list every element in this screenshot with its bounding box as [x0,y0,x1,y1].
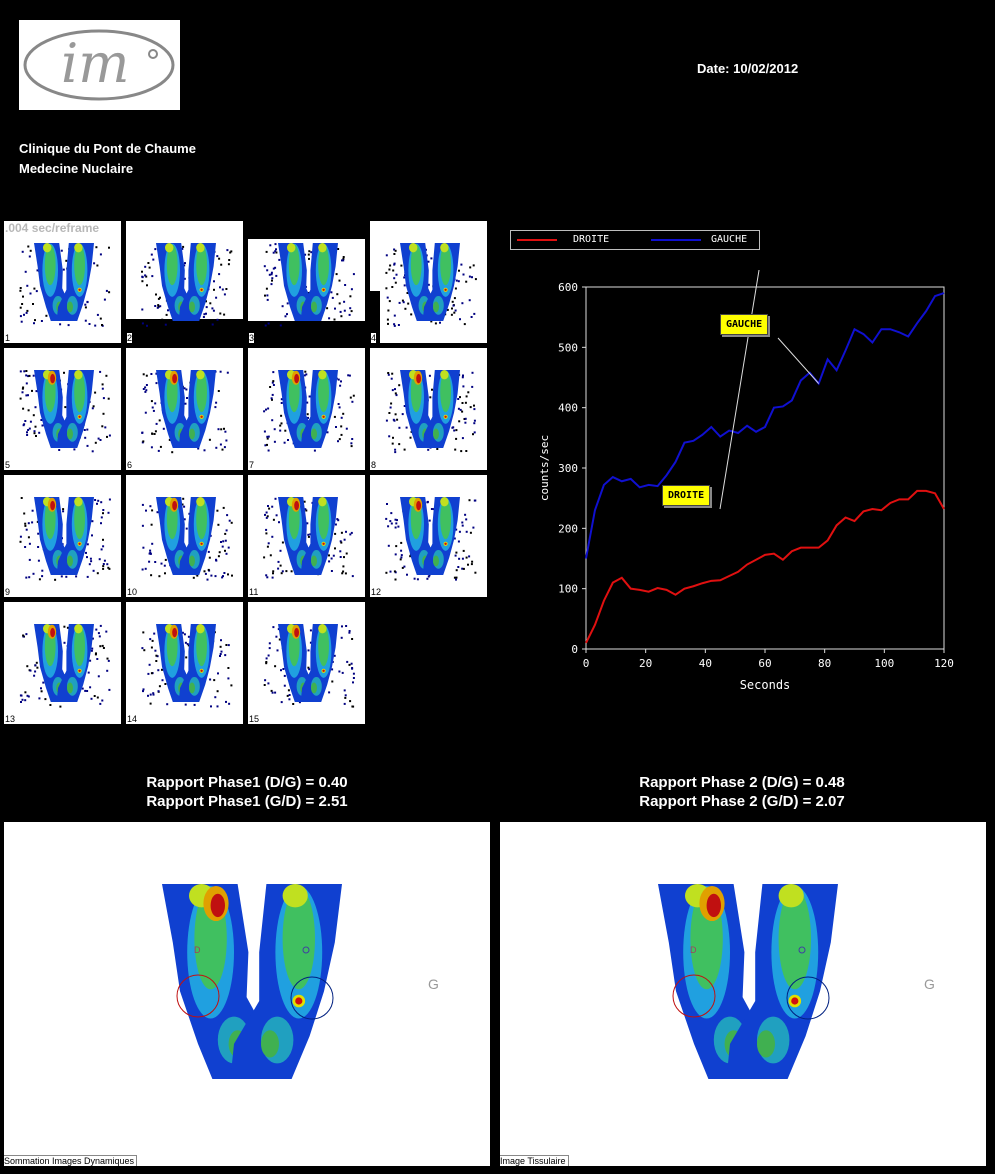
tissue-scintigraphy-image: D [658,884,838,1079]
phase1-gd-ratio: Rapport Phase1 (G/D) = 2.51 [146,793,348,810]
phase2-gd-ratio: Rapport Phase 2 (G/D) = 2.07 [639,793,845,810]
frame-number: 12 [371,587,382,597]
y-tick-label: 0 [571,643,578,656]
clinic-name: Clinique du Pont de Chaume [19,141,196,156]
reframe-rate-label: .004 sec/reframe [5,221,100,235]
dynamic-frame-7: 7 [248,348,365,470]
legend-droite-label: DROITE [573,234,610,245]
x-axis-label: Seconds [740,678,791,692]
frame-number: 7 [249,460,255,470]
y-tick-label: 300 [558,462,578,475]
y-axis-label: counts/sec [538,435,551,501]
dynamic-frame-1: 1 [4,221,121,343]
x-tick-label: 100 [874,657,894,670]
counts-time-chart: 0 20 40 60 80 100 120 0 100 200 300 400 500 600 Second… [538,270,954,692]
dynamic-frame-15: 15 [248,602,365,724]
summation-scintigraphy-image: D [162,884,342,1079]
side-label-g-tissue: G [924,976,935,992]
x-tick-label: 0 [583,657,590,670]
x-tick-label: 20 [639,657,652,670]
x-tick-label: 120 [934,657,954,670]
dynamic-frame-3: 3 [248,221,365,343]
frame-number: 8 [371,460,377,470]
roi-circle-gauche [786,976,830,1020]
y-tick-label: 400 [558,402,578,415]
frame-number: 4 [371,333,377,343]
report-date: Date: 10/02/2012 [697,61,799,76]
annotation-gauche: GAUCHE [720,314,769,335]
dynamic-frame-14: 14 [126,602,243,724]
dynamic-frame-6: 6 [126,348,243,470]
roi-label-d: D [690,945,697,955]
dynamic-frame-8: 8 [370,348,487,470]
dynamic-frame-5: 5 [4,348,121,470]
frame-number: 5 [5,460,11,470]
frame-number: 6 [127,460,133,470]
logo-text: im [61,32,129,95]
tissue-image-panel: D G Image Tissulaire [500,822,986,1166]
phase1-dg-ratio: Rapport Phase1 (D/G) = 0.40 [146,774,348,791]
dynamic-frame-11: 11 [248,475,365,597]
annotation-leader-line [777,337,820,384]
y-tick-label: 600 [558,281,578,294]
dynamic-frames-grid: .004 sec/reframe 1 2 3 4 5 6 7 8 9 10 11 12 13 14 15 [4,221,494,727]
department-name: Medecine Nuclaire [19,161,134,176]
summation-caption: Sommation Images Dynamiques [4,1155,138,1166]
roi-circle-droite [176,974,220,1018]
logo-graphic: im [23,29,175,101]
frame-number: 3 [249,333,255,343]
x-tick-label: 80 [818,657,831,670]
roi-circle-droite [672,974,716,1018]
chart-legend: DROITE GAUCHE [510,230,760,250]
frame-number: 9 [5,587,11,597]
y-tick-label: 500 [558,341,578,354]
frame-number: 2 [127,333,133,343]
side-label-g: G [428,976,439,992]
series-line-gauche [585,292,945,559]
y-tick-label: 200 [558,522,578,535]
roi-circle-gauche [290,976,334,1020]
plot-area [585,286,945,650]
dynamic-frame-4: 4 [370,221,487,343]
frame-number: 10 [127,587,138,597]
roi-marker [798,946,806,954]
clinic-logo: im [19,20,180,110]
y-tick-label: 100 [558,583,578,596]
dynamic-frame-9: 9 [4,475,121,597]
dynamic-frame-13: 13 [4,602,121,724]
dynamic-frame-10: 10 [126,475,243,597]
dynamic-frame-2: 2 [126,221,243,343]
dynamic-frame-12: 12 [370,475,487,597]
frame-number: 1 [5,333,11,343]
summation-image-panel: D G Sommation Images Dynamiques [4,822,490,1166]
series-line-droite [585,489,945,644]
phase2-dg-ratio: Rapport Phase 2 (D/G) = 0.48 [639,774,845,791]
tissue-caption: Image Tissulaire [500,1155,569,1166]
x-tick-label: 40 [699,657,712,670]
frame-number: 11 [249,587,259,597]
roi-marker [302,946,310,954]
annotation-leader-line [719,270,760,510]
annotation-droite: DROITE [662,485,711,506]
frame-number: 13 [5,714,16,724]
roi-label-d: D [194,945,201,955]
frame-number: 15 [249,714,260,724]
legend-gauche-label: GAUCHE [711,234,748,245]
frame-number: 14 [127,714,138,724]
x-tick-label: 60 [758,657,771,670]
